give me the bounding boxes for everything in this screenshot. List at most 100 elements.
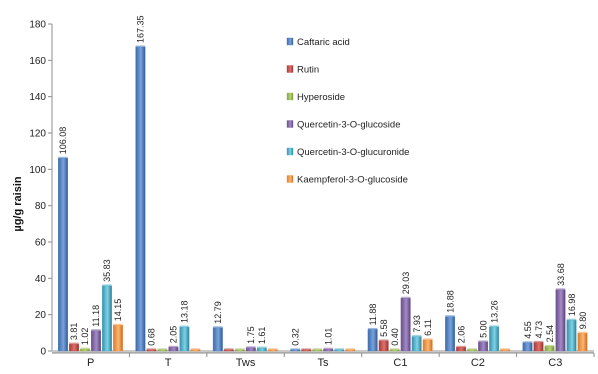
data-label: 0.40 — [390, 328, 400, 346]
x-tick-label: Tws — [236, 357, 256, 369]
bar-cap — [91, 329, 101, 331]
bar-c1-series-2 — [389, 349, 400, 352]
bar-cap — [312, 348, 322, 350]
data-label: 7.93 — [412, 315, 422, 333]
data-label: 3.81 — [69, 323, 79, 341]
legend-label: Quercetin-3-O-glucoside — [297, 120, 401, 131]
bar-cap — [113, 323, 123, 326]
bar-cap — [500, 348, 510, 350]
data-label: 18.88 — [445, 290, 455, 313]
data-label: 1.02 — [80, 328, 90, 346]
data-label: 29.03 — [401, 272, 411, 295]
bar-cap — [290, 348, 300, 350]
data-label: 2.06 — [456, 326, 466, 344]
bar-tws-series-4 — [256, 347, 267, 352]
bar-cap — [257, 346, 267, 349]
bar-tws-series-3 — [245, 347, 256, 352]
bar-c1-series-0 — [367, 329, 378, 352]
data-label: 11.18 — [91, 305, 101, 327]
x-tick-label: T — [165, 357, 172, 369]
legend-label: Kaempferol-3-O-glucoside — [297, 175, 408, 186]
bar-cap — [577, 331, 588, 334]
bar-cap — [190, 348, 201, 350]
x-tick-label: C1 — [393, 357, 407, 369]
bar-t-series-5 — [190, 349, 201, 352]
data-label: 33.68 — [556, 263, 566, 286]
legend-swatch — [286, 92, 294, 101]
bar-cap — [80, 347, 90, 350]
bar-cap — [157, 348, 168, 350]
data-label: 35.83 — [102, 259, 112, 282]
data-label: 14.15 — [113, 299, 123, 322]
bar-t-series-2 — [157, 349, 168, 352]
x-axis-floor — [52, 350, 594, 353]
data-label: 0.68 — [147, 328, 157, 346]
bar-cap — [323, 347, 333, 350]
bar-ts-series-5 — [345, 349, 356, 352]
y-axis-label: µg/g raisin — [12, 176, 24, 232]
bar-c3-series-1 — [533, 342, 544, 352]
bar-cap — [533, 340, 544, 343]
legend-label: Caftaric acid — [297, 37, 350, 48]
bar-c3-series-4 — [566, 319, 577, 352]
bar-cap — [555, 288, 566, 290]
y-tick-label: 20 — [35, 310, 47, 321]
y-tick-label: 80 — [35, 201, 47, 212]
bar-p-series-1 — [69, 343, 79, 352]
bar-cap — [566, 318, 577, 321]
bar-cap — [301, 348, 311, 350]
data-label: 2.54 — [545, 325, 555, 343]
bar-cap — [411, 335, 422, 337]
bar-cap — [146, 348, 157, 350]
bar-tws-series-2 — [234, 349, 245, 352]
bar-cap — [69, 342, 79, 345]
bar-ts-series-1 — [301, 349, 312, 352]
x-tick-label: Ts — [318, 357, 330, 369]
data-label: 5.00 — [478, 320, 488, 338]
bar-cap — [389, 348, 400, 350]
bar-cap — [478, 340, 488, 342]
bar-t-series-1 — [146, 349, 157, 352]
legend: Caftaric acid Rutin Hyperoside Quercetin-3-… — [286, 37, 409, 186]
data-label: 5.58 — [379, 319, 389, 337]
data-label: 167.35 — [136, 15, 146, 43]
bar-cap — [467, 348, 477, 350]
y-tick-label: 140 — [29, 92, 46, 103]
bar-ts-series-3 — [323, 348, 334, 352]
bar-c2-series-3 — [478, 341, 489, 352]
bar-cap — [268, 348, 278, 350]
bar-c2-series-5 — [500, 349, 511, 352]
y-tick-label: 100 — [29, 165, 46, 176]
data-label: 1.01 — [324, 328, 334, 346]
bar-c1-series-5 — [422, 339, 433, 352]
y-tick-label: 40 — [35, 274, 47, 285]
bar-c3-series-5 — [577, 332, 588, 352]
x-tick-label: C2 — [471, 357, 485, 369]
legend-label: Quercetin-3-O-glucuronide — [297, 147, 409, 158]
data-label: 106.08 — [58, 127, 68, 155]
bar-cap — [544, 344, 555, 347]
y-tick-label: 0 — [40, 347, 46, 358]
bar-cap — [235, 348, 245, 350]
bar-c3-series-2 — [544, 346, 555, 352]
legend-swatch — [286, 65, 294, 73]
bar-p-series-5 — [113, 325, 123, 352]
data-label: 1.61 — [257, 327, 267, 345]
bar-cap — [224, 348, 234, 350]
y-tick-label: 60 — [35, 238, 47, 249]
bar-c3-series-3 — [555, 289, 566, 352]
bar-t-series-0 — [135, 46, 146, 352]
bar-cap — [456, 345, 466, 348]
bar-c2-series-2 — [467, 349, 478, 352]
bar-cap — [422, 338, 433, 340]
bar-c2-series-4 — [489, 326, 500, 352]
bar-p-series-3 — [91, 330, 101, 352]
bar-cap — [246, 346, 256, 348]
data-label: 1.75 — [246, 326, 256, 344]
legend-label: Hyperoside — [297, 92, 345, 103]
bar-cap — [58, 156, 68, 159]
bar-ts-series-0 — [290, 349, 301, 352]
data-label: 0.32 — [291, 328, 301, 346]
bar-cap — [522, 341, 533, 343]
legend-label: Rutin — [297, 65, 319, 76]
